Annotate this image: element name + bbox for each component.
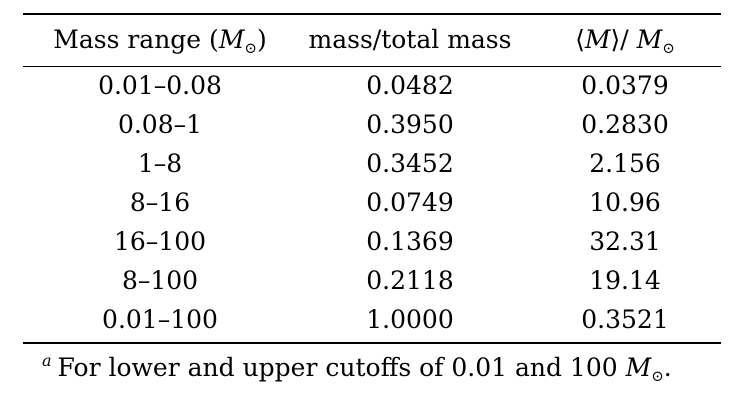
footnote-marker: a bbox=[42, 351, 52, 370]
mean-mass-cell: 19.14 bbox=[589, 266, 661, 295]
footnote-text: For lower and upper cutoffs of 0.01 and … bbox=[57, 353, 626, 382]
header-sun-subscript-2: ⊙ bbox=[662, 39, 675, 57]
header-solar-mass-symbol: M bbox=[636, 25, 663, 54]
mean-mass-cell: 0.2830 bbox=[581, 110, 669, 139]
mass-fraction-cell: 0.1369 bbox=[366, 227, 454, 256]
mean-mass-cell: 2.156 bbox=[589, 149, 661, 178]
mass-range-cell: 0.01–100 bbox=[102, 305, 218, 334]
column-header-mass-range: Mass range (M⊙) bbox=[30, 25, 290, 57]
mass-fraction-cell: 0.3950 bbox=[366, 110, 454, 139]
table-header-rule bbox=[23, 66, 721, 67]
mass-range-cell: 0.01–0.08 bbox=[98, 71, 222, 100]
mean-mass-cell: 0.0379 bbox=[581, 71, 669, 100]
header-angle-open: ⟨ bbox=[575, 25, 585, 54]
mass-range-cell: 1–8 bbox=[137, 149, 183, 178]
table-top-rule bbox=[23, 13, 721, 15]
mass-range-cell: 8–16 bbox=[129, 188, 191, 217]
footnote-sun-subscript: ⊙ bbox=[651, 367, 664, 385]
mean-mass-cell: 32.31 bbox=[589, 227, 661, 256]
footnote-mass-symbol: M bbox=[625, 353, 652, 382]
mass-fraction-cell: 0.3452 bbox=[366, 149, 454, 178]
header-mass-symbol: M bbox=[218, 25, 245, 54]
mass-range-cell: 16–100 bbox=[113, 227, 207, 256]
mass-fraction-cell: 0.0482 bbox=[366, 71, 454, 100]
mass-range-cell: 8–100 bbox=[121, 266, 199, 295]
header-mean-mass-symbol: M bbox=[584, 25, 611, 54]
mean-mass-cell: 10.96 bbox=[589, 188, 661, 217]
header-mass-range-label: Mass range ( bbox=[53, 25, 219, 54]
mean-mass-cell: 0.3521 bbox=[581, 305, 669, 334]
header-close-paren: ) bbox=[257, 25, 267, 54]
header-sun-subscript: ⊙ bbox=[244, 39, 257, 57]
mass-fraction-cell: 0.0749 bbox=[366, 188, 454, 217]
mass-fraction-cell: 0.2118 bbox=[366, 266, 454, 295]
mass-fraction-cell: 1.0000 bbox=[366, 305, 454, 334]
footnote-period: . bbox=[663, 353, 672, 382]
header-angle-close-slash: ⟩/ bbox=[610, 25, 637, 54]
column-header-mass-fraction: mass/total mass bbox=[308, 25, 512, 54]
table-footnote: a For lower and upper cutoffs of 0.01 and… bbox=[42, 344, 672, 393]
mass-range-cell: 0.08–1 bbox=[117, 110, 203, 139]
column-header-mean-mass: ⟨M⟩/ M⊙ bbox=[530, 25, 720, 57]
table-bottom-rule bbox=[23, 342, 721, 344]
